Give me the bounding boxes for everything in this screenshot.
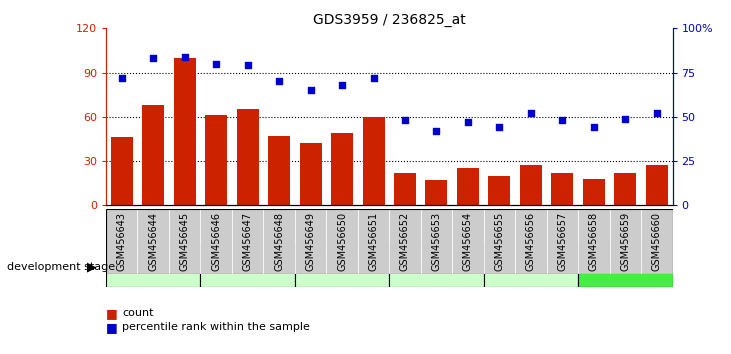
Bar <box>326 209 357 274</box>
Point <box>556 118 568 123</box>
Text: 4-cell embryo: 4-cell embryo <box>304 261 380 270</box>
Text: GSM456659: GSM456659 <box>621 212 630 271</box>
Bar <box>452 209 484 274</box>
Point <box>336 82 348 88</box>
Point <box>148 56 159 61</box>
Bar <box>232 209 263 274</box>
Bar <box>237 109 259 205</box>
Point <box>462 119 474 125</box>
Point <box>619 116 631 121</box>
Point <box>242 63 254 68</box>
Point <box>116 75 128 81</box>
Text: GSM456648: GSM456648 <box>274 212 284 271</box>
Point <box>525 110 537 116</box>
Point <box>368 75 379 81</box>
Point <box>179 54 191 59</box>
Point <box>305 87 317 93</box>
Bar <box>363 117 385 205</box>
Text: GSM456654: GSM456654 <box>463 212 473 271</box>
Bar <box>551 173 573 205</box>
Text: blastocyst: blastocyst <box>597 261 654 270</box>
Bar <box>205 115 227 205</box>
Bar <box>394 173 416 205</box>
Bar <box>300 143 322 205</box>
Bar <box>295 244 389 287</box>
Text: GSM456652: GSM456652 <box>400 212 410 272</box>
Bar <box>110 137 133 205</box>
Text: GSM456656: GSM456656 <box>526 212 536 271</box>
Bar <box>143 105 164 205</box>
Bar <box>200 244 295 287</box>
Bar <box>106 209 137 274</box>
Bar <box>389 209 421 274</box>
Point <box>588 125 599 130</box>
Bar <box>137 209 169 274</box>
Text: GSM456660: GSM456660 <box>652 212 662 271</box>
Bar <box>295 209 326 274</box>
Text: GSM456650: GSM456650 <box>337 212 347 271</box>
Text: GSM456649: GSM456649 <box>306 212 316 271</box>
Text: percentile rank within the sample: percentile rank within the sample <box>122 322 310 332</box>
Point <box>211 61 222 67</box>
Point <box>399 118 411 123</box>
Text: GSM456657: GSM456657 <box>557 212 567 272</box>
Text: GSM456658: GSM456658 <box>589 212 599 271</box>
Text: GSM456643: GSM456643 <box>117 212 126 271</box>
Bar <box>614 173 636 205</box>
Bar <box>484 209 515 274</box>
Point <box>651 110 662 116</box>
Bar <box>578 244 673 287</box>
Text: 8-cell embryo: 8-cell embryo <box>398 261 474 270</box>
Bar <box>268 136 290 205</box>
Text: count: count <box>122 308 154 318</box>
Bar <box>610 209 641 274</box>
Text: GSM456646: GSM456646 <box>211 212 221 271</box>
Point <box>493 125 505 130</box>
Bar <box>357 209 389 274</box>
Text: development stage: development stage <box>7 262 115 272</box>
Text: GSM456651: GSM456651 <box>368 212 379 271</box>
Text: GSM456644: GSM456644 <box>148 212 158 271</box>
Text: ▶: ▶ <box>86 261 96 274</box>
Bar <box>488 176 510 205</box>
Text: morula: morula <box>511 261 550 270</box>
Bar <box>200 209 232 274</box>
Title: GDS3959 / 236825_at: GDS3959 / 236825_at <box>313 13 466 27</box>
Text: GSM456647: GSM456647 <box>243 212 253 271</box>
Bar <box>331 133 353 205</box>
Bar <box>641 209 673 274</box>
Text: ■: ■ <box>106 307 118 320</box>
Text: 2-cell embryo: 2-cell embryo <box>209 261 286 270</box>
Point <box>273 79 285 84</box>
Bar <box>263 209 295 274</box>
Bar <box>425 180 447 205</box>
Bar <box>389 244 484 287</box>
Bar <box>645 166 668 205</box>
Bar <box>583 179 605 205</box>
Text: GSM456653: GSM456653 <box>431 212 442 271</box>
Bar <box>515 209 547 274</box>
Bar <box>520 166 542 205</box>
Bar <box>106 244 200 287</box>
Bar <box>484 244 578 287</box>
Bar <box>457 169 479 205</box>
Bar <box>174 58 196 205</box>
Bar <box>169 209 200 274</box>
Bar <box>547 209 578 274</box>
Text: 1-cell embryo: 1-cell embryo <box>115 261 192 270</box>
Point <box>431 128 442 134</box>
Text: GSM456645: GSM456645 <box>180 212 189 271</box>
Text: GSM456655: GSM456655 <box>494 212 504 272</box>
Bar <box>421 209 452 274</box>
Text: ■: ■ <box>106 321 118 334</box>
Bar <box>578 209 610 274</box>
